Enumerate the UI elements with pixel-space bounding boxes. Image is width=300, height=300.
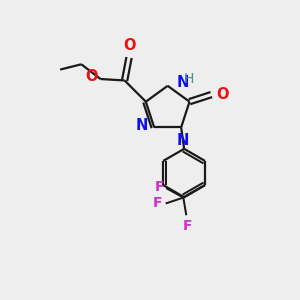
Text: F: F xyxy=(154,180,164,194)
Text: O: O xyxy=(123,38,135,53)
Text: O: O xyxy=(216,87,228,102)
Text: F: F xyxy=(183,219,193,233)
Text: O: O xyxy=(85,69,98,84)
Text: F: F xyxy=(153,196,163,211)
Text: H: H xyxy=(184,72,194,86)
Text: N: N xyxy=(176,133,189,148)
Text: N: N xyxy=(176,75,189,90)
Text: N: N xyxy=(135,118,148,133)
